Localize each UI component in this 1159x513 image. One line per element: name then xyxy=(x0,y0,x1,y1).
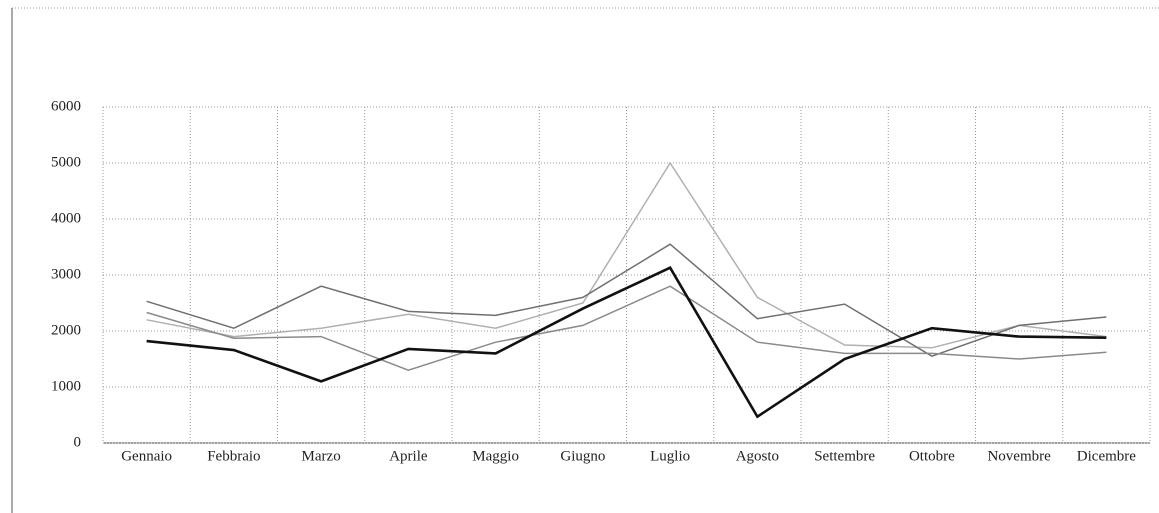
x-tick-label: Luglio xyxy=(650,448,690,464)
y-tick-label: 5000 xyxy=(51,154,81,170)
x-tick-label: Novembre xyxy=(987,448,1051,464)
series-line xyxy=(146,161,1107,349)
x-tick-label: Ottobre xyxy=(909,448,955,464)
x-tick-label: Gennaio xyxy=(121,448,172,464)
x-tick-label: Marzo xyxy=(302,448,341,464)
x-tick-label: Dicembre xyxy=(1077,448,1136,464)
x-tick-label: Maggio xyxy=(472,448,519,464)
y-tick-label: 6000 xyxy=(51,98,81,114)
y-tick-label: 2000 xyxy=(51,322,81,338)
x-tick-label: Aprile xyxy=(389,448,428,464)
y-tick-label: 3000 xyxy=(51,266,81,282)
series-line xyxy=(146,285,1107,371)
series-line xyxy=(146,243,1107,358)
x-tick-label: Settembre xyxy=(814,448,875,464)
x-tick-label: Giugno xyxy=(560,448,605,464)
y-tick-label: 0 xyxy=(74,434,82,450)
x-tick-label: Agosto xyxy=(736,448,779,464)
series-line xyxy=(146,266,1107,419)
y-tick-label: 1000 xyxy=(51,378,81,394)
x-tick-label: Febbraio xyxy=(207,448,260,464)
y-tick-label: 4000 xyxy=(51,210,81,226)
